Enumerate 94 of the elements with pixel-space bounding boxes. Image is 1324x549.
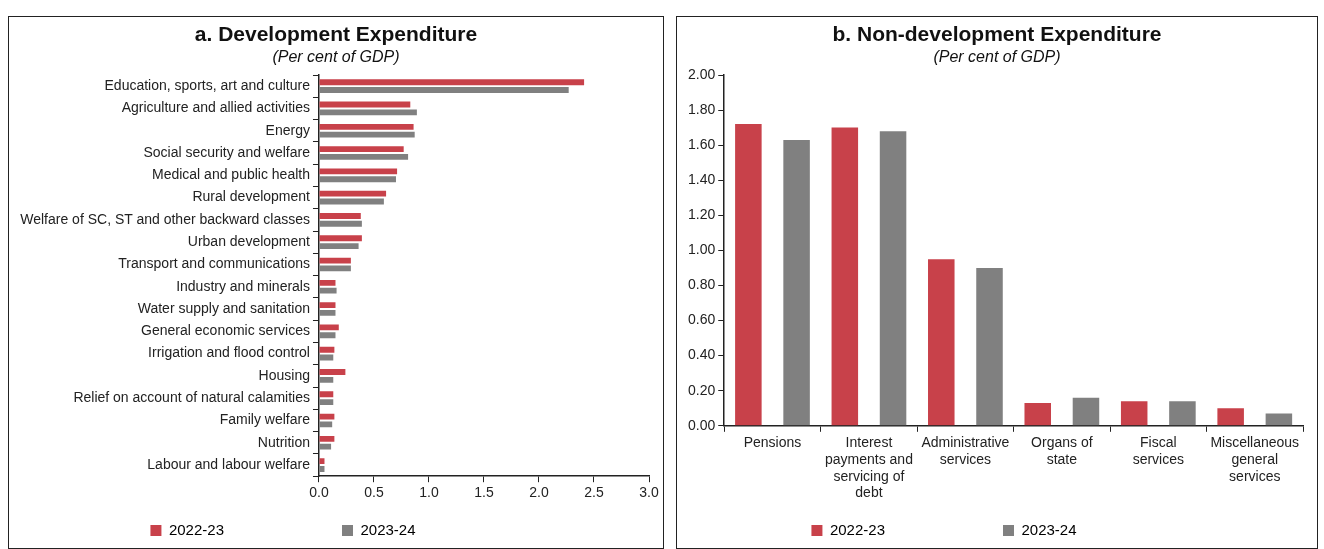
bar [831, 127, 859, 426]
chart-subtitle: (Per cent of GDP) [933, 48, 1061, 66]
y-tick-label: 0.20 [688, 381, 716, 398]
bar [319, 265, 351, 272]
bar [319, 443, 332, 450]
y-tick-label: Agriculture and allied activities [121, 99, 310, 116]
x-tick-label: Interest payments and servicing of debt [824, 434, 913, 501]
x-tick-label: 2.0 [529, 484, 549, 501]
bar [319, 131, 415, 138]
bar [1120, 401, 1148, 426]
chart-title: b. Non-development Expenditure [832, 22, 1162, 46]
y-tick-label: 1.60 [688, 136, 716, 153]
x-tick-label: 1.5 [474, 484, 494, 501]
y-tick-label: 0.00 [688, 416, 716, 433]
x-tick-label: 0.5 [364, 484, 384, 501]
bar [879, 131, 907, 426]
bar [319, 146, 404, 153]
bar [928, 259, 955, 426]
x-tick-label: Miscellaneous general services [1210, 434, 1300, 484]
y-tick-label: 0.80 [688, 276, 716, 293]
bar [319, 458, 325, 465]
bar [319, 287, 337, 294]
y-tick-label: General economic services [141, 322, 310, 339]
bar [319, 243, 359, 249]
y-tick-label: Industry and minerals [176, 277, 310, 294]
bar [1169, 401, 1196, 426]
y-tick-label: Water supply and sanitation [137, 299, 310, 316]
y-tick-label: 0.60 [688, 311, 716, 328]
bar [319, 109, 417, 116]
bar [319, 466, 325, 472]
x-tick-label: Administrative services [921, 434, 1010, 467]
legend-label: 2022-23 [829, 520, 986, 538]
bar [319, 79, 585, 86]
x-tick-label: Fiscal services [1132, 434, 1184, 467]
bar [319, 413, 335, 420]
bar [1217, 408, 1244, 426]
y-tick-label: Welfare of SC, ST and other backward classes [20, 210, 310, 227]
bar [1265, 413, 1293, 426]
y-tick-label: Energy [265, 121, 310, 138]
bar [319, 435, 335, 442]
bar [319, 302, 336, 309]
y-tick-label: Housing [258, 366, 310, 383]
y-tick-label: 1.80 [688, 100, 716, 117]
y-tick-label: Rural development [192, 188, 311, 205]
bar [319, 153, 409, 160]
y-tick-label: 2.00 [688, 65, 716, 82]
y-tick-label: 1.40 [688, 171, 716, 188]
y-tick-label: Education, sports, art and culture [104, 77, 311, 93]
bar [319, 324, 339, 331]
bar [319, 235, 362, 242]
y-tick-label: Relief on account of natural calamities [73, 389, 310, 406]
bar [319, 123, 414, 130]
y-tick-label: Transport and communications [118, 255, 310, 272]
bar [319, 168, 398, 175]
bar [735, 124, 762, 426]
y-tick-label: Labour and labour welfare [147, 455, 311, 472]
bar [1024, 403, 1051, 426]
bar [319, 310, 336, 316]
legend-label: 2023-24 [360, 520, 516, 538]
x-tick-label: Pensions [743, 434, 802, 451]
bar [319, 332, 336, 339]
bar [319, 421, 333, 428]
chart-title: a. Development Expenditure [194, 22, 478, 46]
x-tick-label: 0.0 [309, 484, 329, 501]
y-tick-label: Medical and public health [151, 166, 310, 183]
x-tick-label: 2.5 [584, 484, 604, 501]
bar [783, 139, 810, 426]
y-tick-label: Nutrition [257, 433, 310, 450]
x-tick-label: 3.0 [639, 484, 659, 501]
bar [319, 369, 346, 375]
y-tick-label: 0.40 [688, 346, 716, 363]
bar [319, 220, 362, 227]
y-tick-label: Family welfare [219, 411, 311, 428]
bar [319, 87, 569, 93]
bar [976, 267, 1003, 426]
legend-label: 2022-23 [168, 520, 325, 538]
legend-label: 2023-24 [1021, 520, 1177, 538]
x-tick-label: Organs of state [1031, 434, 1093, 467]
bar [319, 279, 336, 286]
bar [319, 190, 387, 197]
bar [319, 213, 361, 219]
bar [319, 376, 334, 383]
y-tick-label: Urban development [187, 233, 311, 250]
bar [1072, 397, 1100, 426]
y-tick-label: Irrigation and flood control [148, 344, 310, 361]
bar [319, 346, 335, 353]
chart-subtitle: (Per cent of GDP) [272, 48, 400, 66]
bar [319, 176, 396, 183]
bar [319, 399, 334, 406]
y-tick-label: Social security and welfare [143, 143, 311, 160]
x-tick-label: 1.0 [419, 484, 439, 501]
y-tick-label: 1.00 [688, 241, 716, 258]
bar [319, 391, 334, 398]
y-tick-label: 1.20 [688, 206, 716, 223]
